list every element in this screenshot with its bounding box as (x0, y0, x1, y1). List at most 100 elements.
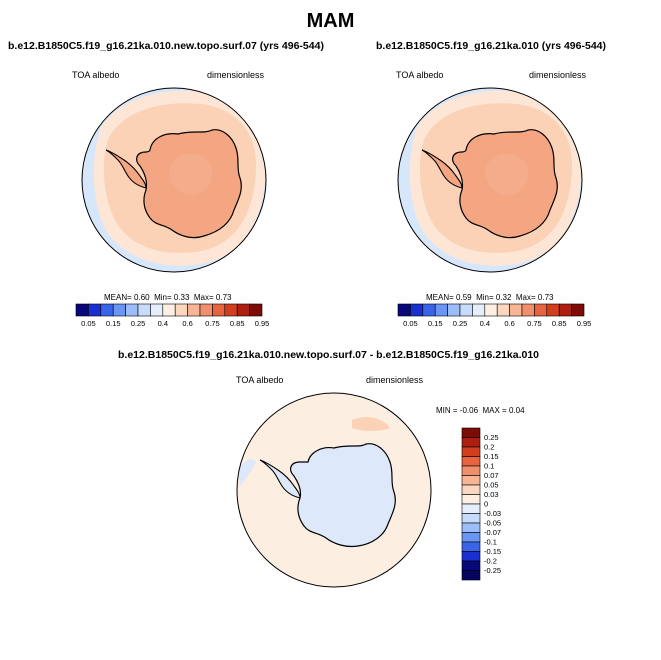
map-3-antarctic-peninsula (259, 459, 301, 499)
colorbar-1-swatch (249, 303, 263, 317)
map-panel-1 (81, 87, 267, 273)
colorbar-3-swatch (461, 503, 481, 514)
map-3-negative-edge (238, 459, 256, 486)
colorbar-2-swatch (546, 303, 560, 317)
colorbar-3-swatch (461, 570, 481, 581)
colorbar-1-swatch (212, 303, 226, 317)
panel-3-stats: MIN = -0.06 MAX = 0.04 (436, 406, 525, 415)
panel-2-min: 0.32 (495, 293, 512, 302)
panel-1-mean: 0.60 (134, 293, 150, 302)
colorbar-2-swatch (534, 303, 548, 317)
colorbar-3-label: -0.03 (484, 509, 501, 518)
panel-3-units: dimensionless (366, 375, 424, 385)
colorbar-1-label: 0.6 (182, 319, 192, 328)
panel-3-variable: TOA albedo (236, 375, 284, 385)
panel-3-min: -0.06 (459, 406, 479, 415)
colorbar-1-swatch (162, 303, 176, 317)
panel-2-mean-label: MEAN= (426, 293, 454, 302)
colorbar-2-swatch (496, 303, 510, 317)
colorbar-1-swatch (236, 303, 250, 317)
panel-1-min: 0.33 (173, 293, 190, 302)
panel-3-max-label: MAX = (482, 406, 507, 415)
colorbar-1-label: 0.75 (205, 319, 220, 328)
colorbar-3-label: -0.05 (484, 519, 501, 528)
panel-1-min-label: Min= (154, 293, 172, 302)
panel-2-max: 0.73 (537, 293, 554, 302)
panel-2-units: dimensionless (529, 70, 587, 80)
colorbar-3-swatch (461, 446, 481, 457)
colorbar-2-label: 0.25 (453, 319, 468, 328)
colorbar-3-swatch (461, 475, 481, 486)
colorbar-1-label: 0.05 (81, 319, 96, 328)
colorbar-1-label: 0.15 (106, 319, 121, 328)
colorbar-2-swatch (484, 303, 498, 317)
colorbar-panel-2: 0.05 0.15 0.25 0.4 0.6 0.75 0.85 0.95 (397, 303, 592, 328)
panel-3-min-label: MIN = (436, 406, 458, 415)
colorbar-1-swatch (187, 303, 201, 317)
colorbar-2-swatch (397, 303, 411, 317)
map-3-positive-blob (352, 417, 390, 431)
colorbar-3-label: 0 (484, 500, 488, 509)
colorbar-3-swatch (461, 541, 481, 552)
map-2-frame (397, 87, 583, 273)
colorbar-1-swatch (199, 303, 213, 317)
map-panel-3 (236, 392, 432, 588)
colorbar-3-label: -0.2 (484, 557, 497, 566)
colorbar-3-label: 0.25 (484, 433, 499, 442)
colorbar-2-label: 0.6 (504, 319, 514, 328)
colorbar-3-label: -0.15 (484, 547, 501, 556)
panel-3-max: 0.04 (508, 406, 525, 415)
panel-2-title: b.e12.B1850C5.f19_g16.21ka.010 (yrs 496-… (376, 40, 606, 52)
panel-1-variable: TOA albedo (72, 70, 120, 80)
map-1-interior-plateau (169, 153, 213, 196)
colorbar-3-swatch (461, 437, 481, 448)
colorbar-3-label: 0.2 (484, 443, 494, 452)
panel-2-variable: TOA albedo (396, 70, 444, 80)
panel-3-title: b.e12.B1850C5.f19_g16.21ka.010.new.topo.… (118, 349, 540, 361)
colorbar-1-swatch (100, 303, 114, 317)
colorbar-2-label: 0.85 (552, 319, 567, 328)
colorbar-1-swatch (137, 303, 151, 317)
colorbar-1-label: 0.4 (158, 319, 168, 328)
colorbar-1-label: 0.85 (230, 319, 245, 328)
map-3-antarctica (290, 443, 396, 548)
colorbar-1-swatch (112, 303, 126, 317)
colorbar-2-swatch (472, 303, 486, 317)
colorbar-3-swatch (461, 484, 481, 495)
map-1-frame (81, 87, 267, 273)
panel-1-max: 0.73 (215, 293, 232, 302)
colorbar-1-label: 0.95 (255, 319, 270, 328)
colorbar-3-label: -0.07 (484, 528, 501, 537)
colorbar-3-swatch (461, 551, 481, 562)
map-1-antarctic-peninsula (105, 149, 147, 189)
colorbar-2-label: 0.95 (577, 319, 592, 328)
colorbar-2-swatch (447, 303, 461, 317)
colorbar-2-swatch (459, 303, 473, 317)
colorbar-2-label: 0.05 (403, 319, 418, 328)
panel-1-stats: MEAN= 0.60 Min= 0.33 Max= 0.73 (104, 293, 232, 302)
colorbar-3-label: -0.25 (484, 566, 501, 575)
colorbar-3-label: 0.15 (484, 452, 499, 461)
colorbar-3-swatch (461, 560, 481, 571)
colorbar-3-label: 0.05 (484, 481, 499, 490)
panel-1-title: b.e12.B1850C5.f19_g16.21ka.010.new.topo.… (8, 40, 324, 52)
colorbar-3-label: 0.03 (484, 490, 499, 499)
colorbar-3-swatch (461, 532, 481, 543)
map-3-frame (236, 392, 432, 588)
colorbar-3-label: 0.07 (484, 471, 499, 480)
colorbar-3-swatch (461, 456, 481, 467)
colorbar-2-swatch (410, 303, 424, 317)
panel-2-stats: MEAN= 0.59 Min= 0.32 Max= 0.73 (426, 293, 554, 302)
colorbar-1-swatch (174, 303, 188, 317)
map-2-antarctica (452, 129, 558, 239)
colorbar-1-swatch (75, 303, 89, 317)
colorbar-3-swatch (461, 494, 481, 505)
colorbar-3-label: -0.1 (484, 538, 497, 547)
colorbar-2-swatch (422, 303, 436, 317)
colorbar-2-swatch (558, 303, 572, 317)
panel-1-max-label: Max= (193, 293, 214, 302)
colorbar-3-swatch (461, 465, 481, 476)
main-title: MAM (306, 10, 355, 32)
colorbar-2-swatch (434, 303, 448, 317)
